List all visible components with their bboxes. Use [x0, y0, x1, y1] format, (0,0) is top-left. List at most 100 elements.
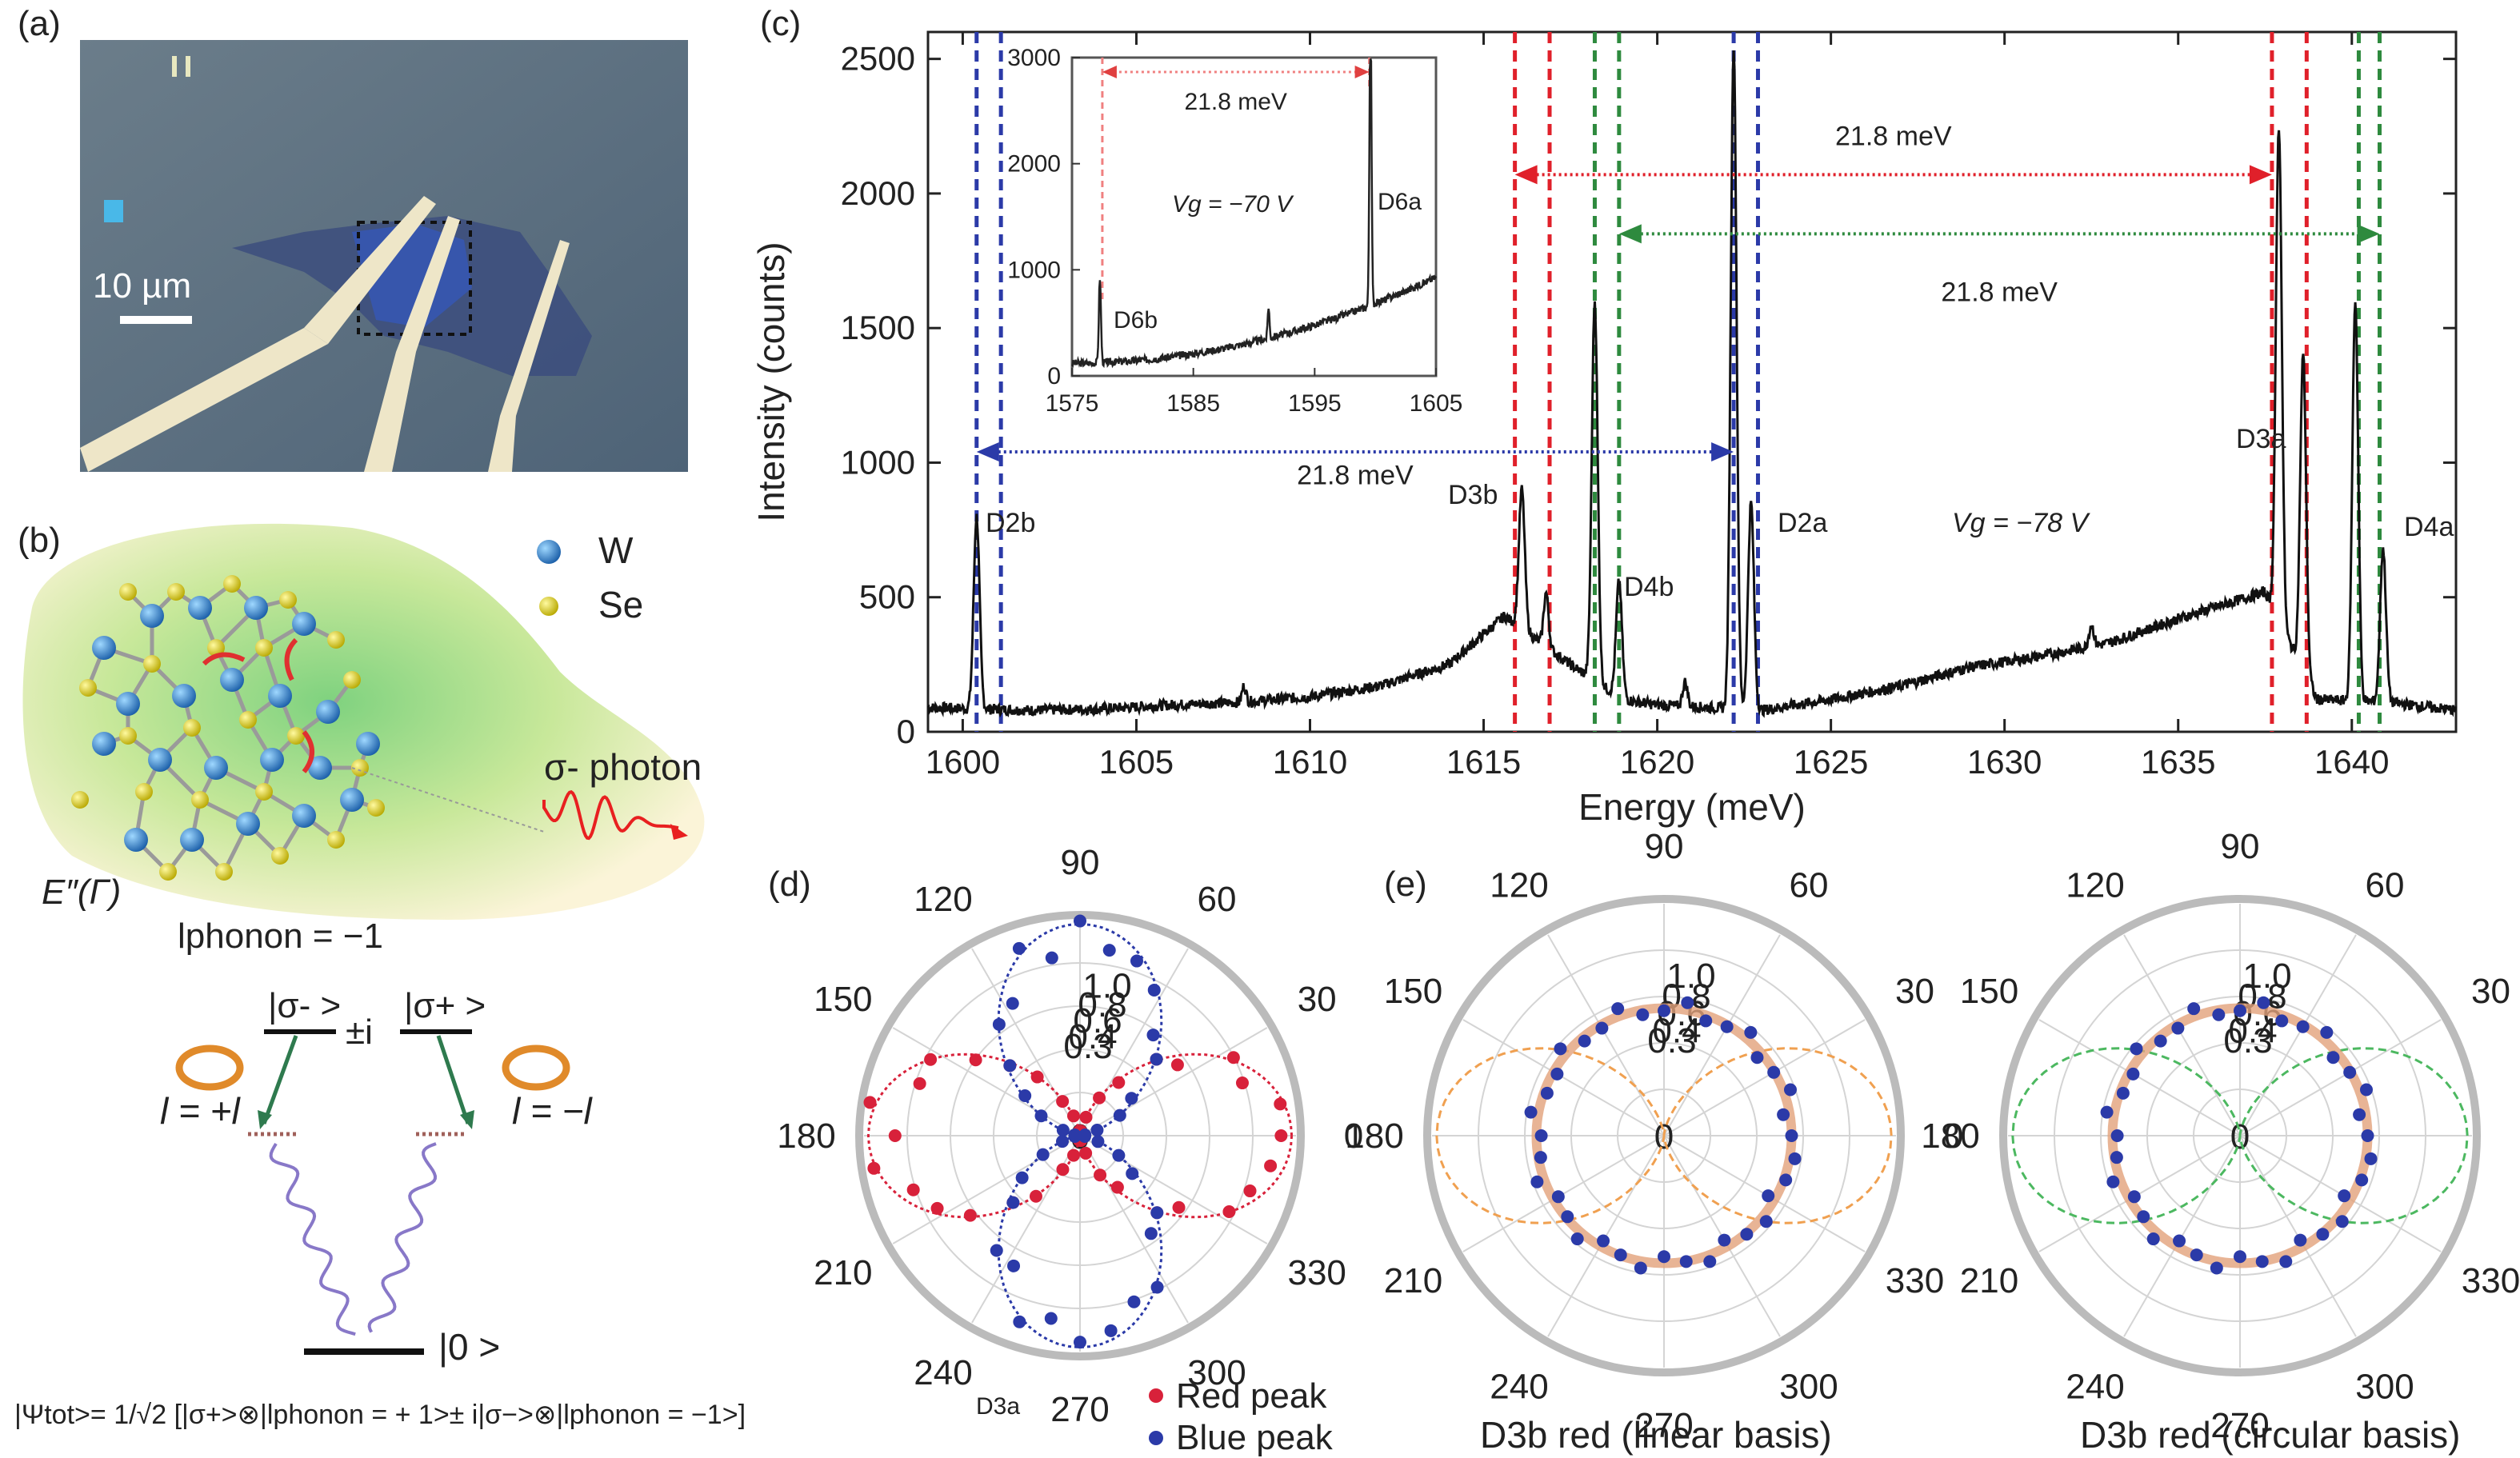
- w-atom: [356, 732, 380, 756]
- panel-label-a: (a): [18, 4, 61, 43]
- polar-angle-label: 120: [914, 880, 972, 919]
- polar-radial-label: 0.4: [1068, 1017, 1117, 1057]
- polar-data-point: [2294, 1233, 2307, 1247]
- polar-data-point: [1113, 1108, 1126, 1122]
- polar-data-point: [2190, 1248, 2203, 1262]
- polar-radial-label: 1.0: [1666, 957, 1715, 996]
- polar-angle-label: 90: [1645, 827, 1684, 866]
- polar-data-point: [1540, 1086, 1554, 1100]
- polar-data-point: [1595, 1021, 1609, 1035]
- polar-data-point: [2100, 1105, 2114, 1119]
- polar-plot-e-circular: 03060901201501802102402703003300.30.40.6…: [1921, 827, 2520, 1445]
- legend-blue-marker: [1149, 1431, 1163, 1445]
- inset-gate-voltage: Vg = −70 V: [1172, 191, 1294, 218]
- polar-data-point: [1036, 1148, 1050, 1161]
- polar-data-point: [1078, 1129, 1091, 1143]
- inset-peak-label: D6b: [1114, 307, 1158, 334]
- x-tick-label: 1605: [1099, 743, 1174, 781]
- x-tick-label: 1615: [1446, 743, 1521, 781]
- w-atom: [260, 748, 284, 772]
- polar-data-point: [2343, 1065, 2357, 1079]
- lphonon-label: lphonon = −1: [178, 917, 383, 956]
- polar-data-point: [1029, 1189, 1042, 1203]
- polar-data-point: [1056, 1163, 1070, 1176]
- w-atom: [236, 812, 260, 836]
- microscope-image: 10 µm: [80, 40, 688, 472]
- polar-angle-label: 240: [2066, 1368, 2124, 1407]
- polar-spoke: [892, 1027, 1081, 1136]
- polar-data-point: [906, 1183, 920, 1196]
- se-atom: [255, 783, 273, 801]
- x-tick-label: 1600: [926, 743, 1000, 781]
- polar-data-point: [1744, 1025, 1758, 1039]
- w-atom: [316, 700, 340, 724]
- polar-spoke: [1079, 1135, 1268, 1244]
- polar-data-point: [1044, 1312, 1058, 1325]
- se-atom: [287, 727, 305, 745]
- polar-data-point: [1093, 1091, 1106, 1104]
- polar-data-point: [2146, 1232, 2160, 1246]
- y-tick-label: 500: [859, 578, 915, 616]
- polar-angle-label: 90: [2221, 827, 2260, 866]
- w-atom: [172, 684, 196, 708]
- polar-spoke: [2038, 1019, 2241, 1136]
- polar-spoke: [1663, 1019, 1866, 1136]
- polar-angle-label: 90: [1061, 843, 1100, 882]
- polar-data-point: [1777, 1108, 1790, 1121]
- polar-data-point: [1274, 1129, 1288, 1142]
- polar-data-point: [1150, 1206, 1164, 1220]
- polar-data-point: [1561, 1210, 1574, 1224]
- w-atom: [308, 756, 332, 780]
- polar-angle-label: 330: [1886, 1261, 1944, 1300]
- legend-se: Se: [598, 584, 643, 625]
- polar-angle-label: 60: [1790, 865, 1829, 905]
- inset-x-tick-label: 1595: [1288, 390, 1342, 417]
- polar-data-point: [1170, 1058, 1184, 1072]
- polar-data-point: [888, 1129, 902, 1142]
- spectrum-trace: [926, 50, 2458, 718]
- polar-data-point: [1578, 1034, 1591, 1048]
- polar-radial-label: 0.3: [2223, 1021, 2272, 1061]
- polar-data-point: [1015, 1171, 1029, 1184]
- panel-label-e: (e): [1384, 865, 1427, 904]
- polar-angle-label: 210: [1960, 1261, 2018, 1300]
- polar-data-point: [1074, 914, 1086, 928]
- polar-data-point: [1127, 1295, 1141, 1308]
- polar-angle-label: 30: [2471, 972, 2510, 1011]
- polar-data-point: [1658, 1250, 1670, 1264]
- panel-label-b: (b): [18, 521, 61, 560]
- inset-trace: [1071, 58, 1438, 369]
- polar-data-point: [1126, 1167, 1139, 1180]
- polar-data-point: [1767, 1065, 1781, 1079]
- polar-data-point: [1056, 1124, 1070, 1137]
- polar-angle-label: 150: [1960, 972, 2018, 1011]
- polar-spoke: [1547, 934, 1665, 1136]
- y-tick-label: 2000: [841, 174, 915, 212]
- polar-data-point: [1150, 1280, 1164, 1294]
- polar-data-point: [1066, 1109, 1080, 1123]
- polar-angle-label: 0: [1344, 1116, 1363, 1156]
- inset-gap-label: 21.8 meV: [1185, 89, 1287, 115]
- arrowhead: [1514, 165, 1538, 185]
- y-axis-label: Intensity (counts): [750, 242, 792, 521]
- polar-data-point: [1551, 1190, 1565, 1204]
- polar-data-point: [1788, 1152, 1802, 1165]
- polar-data-point: [2212, 1008, 2226, 1021]
- polar-spoke: [2123, 934, 2241, 1136]
- polar-data-point: [2353, 1108, 2366, 1121]
- polar-angle-label: 210: [1384, 1261, 1442, 1300]
- polar-data-point: [963, 1208, 977, 1222]
- polar-data-point: [2234, 1004, 2246, 1017]
- l-minus-label: l = −l: [512, 1090, 594, 1132]
- polar-angle-label: 270: [2210, 1406, 2269, 1445]
- polar-data-point: [2359, 1083, 2373, 1096]
- polar-data-point: [2255, 1255, 2269, 1268]
- polar-data-point: [1130, 954, 1143, 968]
- polar-spoke: [1663, 934, 1781, 1136]
- inset-background: [1070, 54, 1438, 379]
- polar-data-point: [2137, 1210, 2150, 1224]
- polar-data-point: [1112, 1148, 1126, 1162]
- polar-data-point: [2275, 1014, 2289, 1028]
- se-atom: [79, 679, 97, 697]
- polar-angle-label: 270: [1050, 1390, 1109, 1429]
